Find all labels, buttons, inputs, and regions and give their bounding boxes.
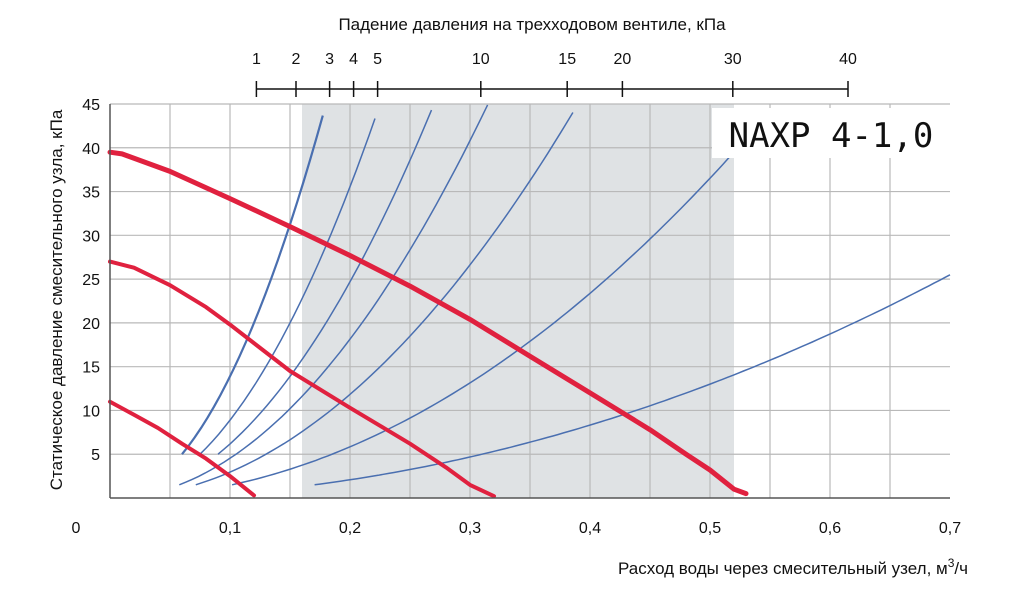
- top-tick-label: 3: [325, 51, 334, 68]
- pump-curve-1: [108, 399, 256, 498]
- model-label-badge: NAXP 4-1,0: [712, 108, 950, 158]
- x-axis-title-main: Расход воды через смесительный узел, м: [618, 559, 948, 578]
- top-tick-label: 4: [349, 51, 358, 68]
- y-tick-label: 10: [82, 403, 100, 420]
- valve-curve-2: [199, 118, 376, 455]
- model-label: NAXP 4-1,0: [729, 116, 934, 156]
- valve-curve-6: [231, 110, 772, 486]
- x-tick-label: 0,5: [699, 520, 721, 537]
- valve-curve-3: [217, 109, 433, 455]
- x-tick-label: 0,3: [459, 520, 481, 537]
- valve-curve-5: [195, 112, 574, 486]
- top-axis-title: Падение давления на трехходовом вентиле,…: [338, 15, 726, 34]
- x-axis-title-suffix: /ч: [954, 559, 968, 578]
- tick-labels-layer: 0 0,1 0,2 0,3 0,4 0,5 0,6 0,7 5 10 15 20 25 30 35 40 45: [72, 97, 962, 537]
- y-axis-title: Статическое давление смесительного узла,…: [47, 109, 66, 490]
- y-tick-label: 20: [82, 316, 100, 333]
- valve-curve-4: [179, 104, 489, 486]
- top-tick-label: 10: [472, 51, 490, 68]
- shaded-region-layer: [302, 104, 734, 498]
- y-tick-label: 15: [82, 360, 100, 377]
- x-axis-title-sup: 3: [948, 556, 955, 570]
- top-tick-label: 40: [839, 51, 857, 68]
- x-tick-label: 0,2: [339, 520, 361, 537]
- x-tick-label: 0,4: [579, 520, 601, 537]
- top-tick-label: 15: [558, 51, 576, 68]
- top-tick-label: 5: [373, 51, 382, 68]
- pump-curve-3: [107, 149, 749, 497]
- valve-curve-7: [314, 274, 951, 486]
- y-tick-label: 25: [82, 272, 100, 289]
- y-tick-label: 40: [82, 141, 100, 158]
- x-tick-label: 0,7: [939, 520, 961, 537]
- x-tick-label: 0,6: [819, 520, 841, 537]
- y-tick-label: 30: [82, 228, 100, 245]
- axes-layer: [109, 104, 950, 499]
- y-tick-label: 35: [82, 185, 100, 202]
- top-tick-label: 2: [292, 51, 301, 68]
- pump-curves-layer: [107, 149, 749, 499]
- top-tick-label: 30: [724, 51, 742, 68]
- valve-curves-layer: [179, 104, 951, 486]
- x-tick-label: 0,1: [219, 520, 241, 537]
- top-tick-label: 1: [252, 51, 261, 68]
- top-tick-label: 20: [614, 51, 632, 68]
- y-tick-label: 45: [82, 97, 100, 114]
- top-axis-layer: 1 2 3 4 5 10 15 20 30 40: [252, 51, 857, 97]
- y-tick-label: 5: [91, 447, 100, 464]
- pump-curve-2: [108, 259, 496, 499]
- x-axis-title: Расход воды через смесительный узел, м3/…: [618, 556, 968, 578]
- x-tick-label: 0: [72, 520, 81, 537]
- grid-layer: [110, 103, 950, 498]
- shaded-range: [302, 104, 734, 498]
- valve-curve-1: [181, 115, 324, 455]
